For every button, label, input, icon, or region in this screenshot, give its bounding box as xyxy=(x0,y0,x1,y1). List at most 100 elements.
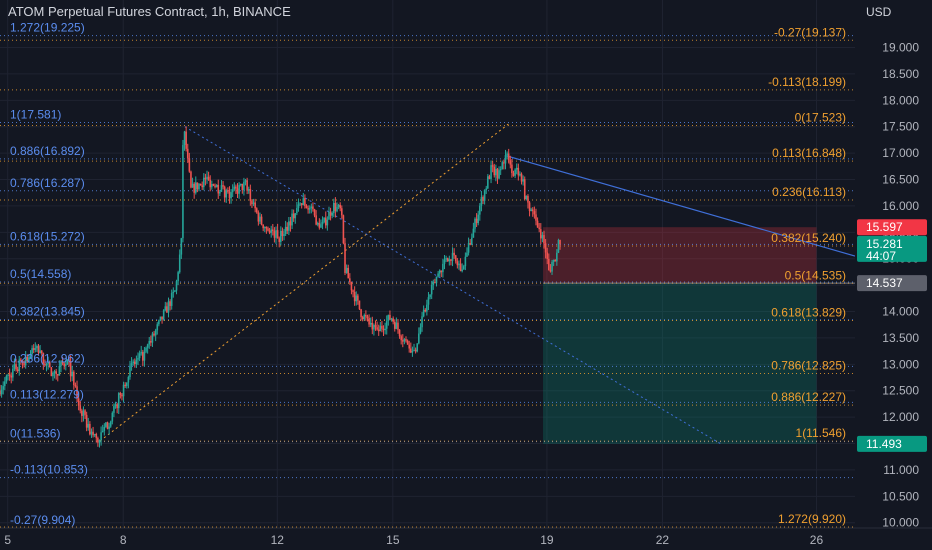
candle-body xyxy=(154,330,157,336)
fib-label-right: 0.618(13.829) xyxy=(771,306,846,320)
time-axis-panel[interactable] xyxy=(0,528,855,550)
candle-body xyxy=(406,340,409,345)
candle-body xyxy=(353,292,356,302)
candle-body xyxy=(316,223,319,225)
candle-body xyxy=(358,300,361,310)
candle-body xyxy=(36,346,38,349)
candle-body xyxy=(219,191,221,194)
candle-body xyxy=(512,173,515,176)
price-label-box xyxy=(857,435,927,452)
candle-body xyxy=(523,179,526,200)
candle-body xyxy=(398,329,401,337)
candle-body xyxy=(467,243,470,253)
candle-body xyxy=(138,353,141,359)
candle-body xyxy=(231,189,234,193)
candle-body xyxy=(50,367,53,377)
candle-body xyxy=(188,158,191,172)
candle-body xyxy=(410,348,412,353)
candle-body xyxy=(387,314,390,321)
price-tick-label: 18.000 xyxy=(882,93,919,107)
candle-body xyxy=(90,431,93,435)
candle-body xyxy=(458,263,460,266)
candle-body xyxy=(69,360,72,377)
candle-body xyxy=(209,179,212,188)
candle-body xyxy=(29,353,32,358)
candle-body xyxy=(60,361,62,367)
candle-body xyxy=(527,195,529,203)
candle-body xyxy=(148,341,151,345)
candle-body xyxy=(403,339,406,342)
candle-body xyxy=(235,186,237,189)
candle-body xyxy=(55,371,57,374)
candle-body xyxy=(321,222,324,225)
candle-body xyxy=(73,371,75,386)
candle-body xyxy=(315,215,317,225)
candle-body xyxy=(557,240,560,253)
price-tick-label: 17.500 xyxy=(882,120,919,134)
candle-body xyxy=(121,394,123,397)
candle-body xyxy=(228,191,231,199)
fib-label-left: 0.382(13.845) xyxy=(10,305,85,319)
fib-label-left: 0.236(12.962) xyxy=(10,351,85,365)
candle-body xyxy=(63,363,65,366)
candle-body xyxy=(426,304,428,312)
candle-body xyxy=(341,208,343,216)
candle-body xyxy=(243,181,245,191)
candle-body xyxy=(18,359,21,372)
candle-body xyxy=(198,183,200,190)
candle-body xyxy=(482,197,484,201)
candle-body xyxy=(390,318,393,320)
candle-body xyxy=(377,329,380,332)
candle-body xyxy=(40,350,43,354)
candle-body xyxy=(499,169,502,171)
candle-body xyxy=(313,209,316,216)
candle-body xyxy=(71,371,74,377)
candle-body xyxy=(498,170,500,179)
take-profit-zone xyxy=(543,283,817,444)
candle-body xyxy=(374,324,377,328)
fib-label-right: 0.113(16.848) xyxy=(772,146,846,160)
price-tick-label: 13.500 xyxy=(882,331,919,345)
fib-label-left: 0(11.536) xyxy=(10,427,60,441)
candle-body xyxy=(84,410,86,415)
candle-body xyxy=(177,272,179,282)
price-tick-label: 16.500 xyxy=(882,173,919,187)
candle-body xyxy=(106,422,109,429)
candle-body xyxy=(278,238,281,242)
fib-label-right: 0.236(16.113) xyxy=(772,185,846,199)
candle-body xyxy=(108,426,110,429)
trend-lines xyxy=(99,123,856,444)
price-label-box xyxy=(857,219,927,236)
candle-body xyxy=(345,267,348,273)
candle-body xyxy=(93,434,96,436)
candle-body xyxy=(162,310,165,320)
candle-body xyxy=(79,405,82,411)
candle-body xyxy=(556,252,558,262)
candle-body xyxy=(275,230,277,238)
candle-body xyxy=(461,269,463,272)
candle-body xyxy=(263,226,266,229)
candle-body xyxy=(125,382,128,386)
price-axis-panel[interactable] xyxy=(855,0,932,550)
candle-body xyxy=(299,203,301,205)
candle-body xyxy=(384,328,386,331)
candle-body xyxy=(296,208,298,214)
candle-body xyxy=(24,356,27,366)
candle-body xyxy=(206,176,208,180)
candle-body xyxy=(153,333,155,336)
price-tick-label: 17.000 xyxy=(882,146,919,160)
fib-label-right: 1(11.546) xyxy=(796,426,846,440)
stop-loss-zone xyxy=(543,227,817,284)
candle-body xyxy=(204,177,207,180)
price-tick-label: 13.000 xyxy=(882,357,919,371)
candle-body xyxy=(496,168,499,179)
candle-body xyxy=(368,318,370,325)
candle-body xyxy=(238,185,240,194)
price-tick-label: 10.000 xyxy=(882,516,919,530)
candle-body xyxy=(116,404,118,409)
candle-body xyxy=(501,162,504,170)
candle-body xyxy=(164,306,167,311)
candle-body xyxy=(225,190,228,198)
candle-body xyxy=(215,184,218,188)
